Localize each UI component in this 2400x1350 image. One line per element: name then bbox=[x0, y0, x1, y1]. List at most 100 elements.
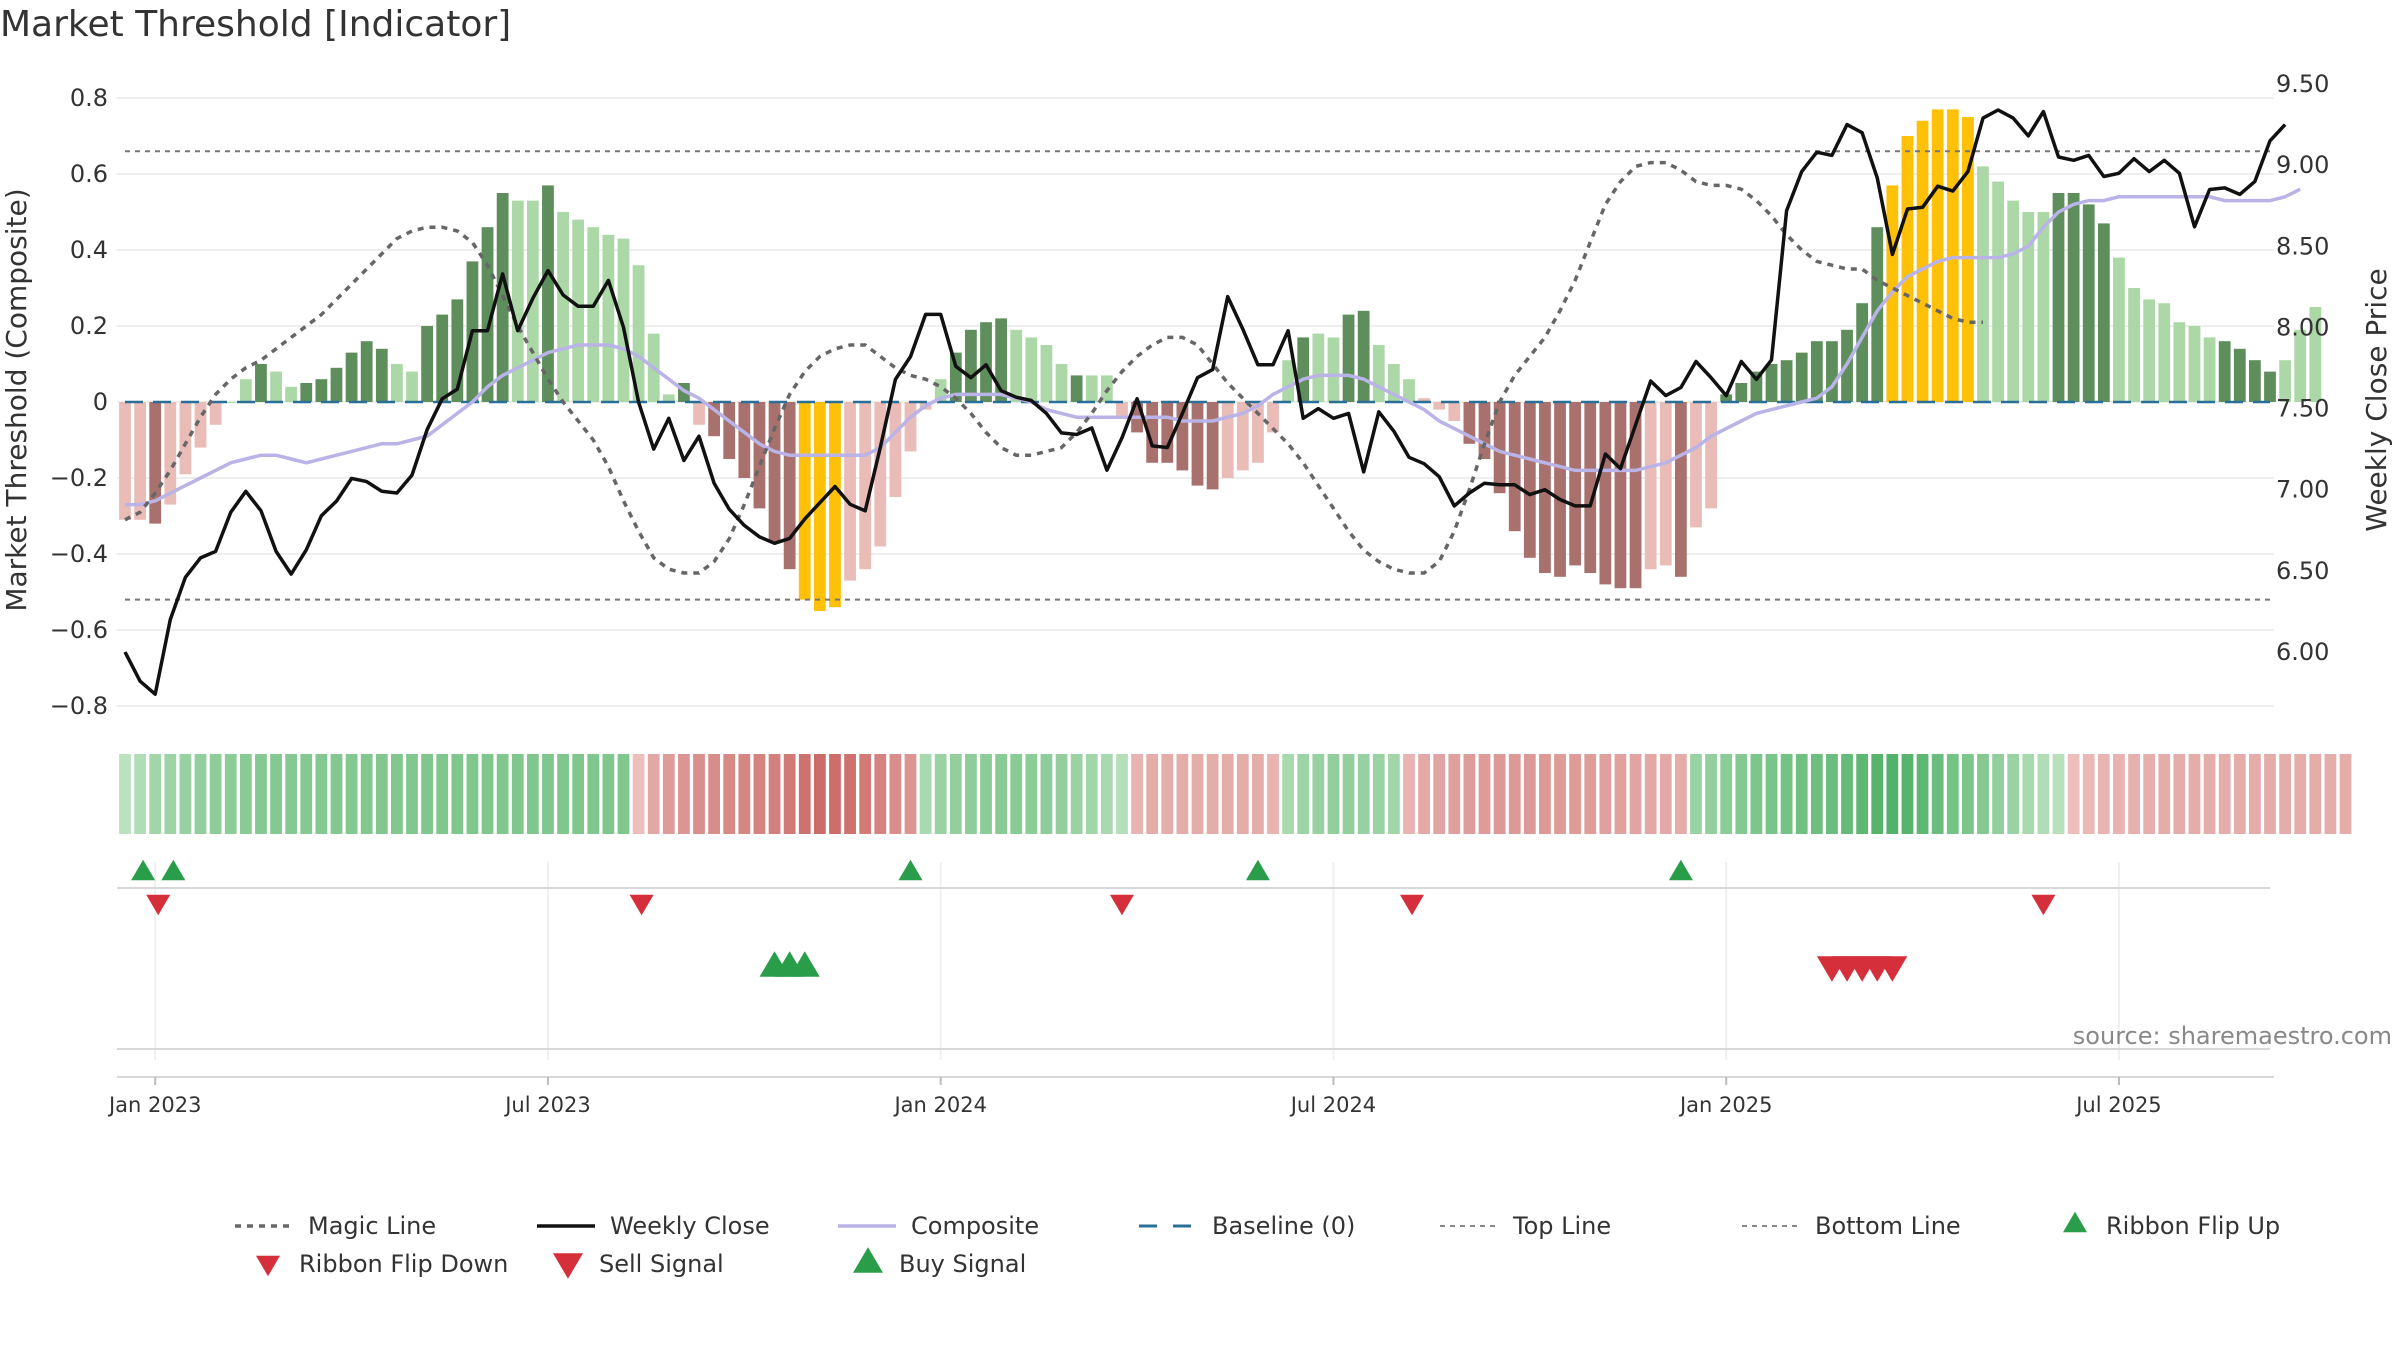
composite-bar bbox=[1629, 402, 1642, 589]
x-tick-label: Jan 2025 bbox=[1678, 1093, 1773, 1117]
ribbon-cell bbox=[481, 754, 494, 834]
left-tick-label: 0.4 bbox=[70, 236, 108, 264]
right-axis-label: Weekly Close Price bbox=[2360, 268, 2393, 531]
composite-bar bbox=[768, 402, 781, 543]
ribbon-cell bbox=[693, 754, 705, 834]
right-tick-label: 9.00 bbox=[2276, 151, 2329, 179]
ribbon-cell bbox=[1493, 754, 1506, 834]
composite-bar bbox=[859, 402, 872, 570]
ribbon-cell bbox=[1523, 754, 1536, 834]
ribbon-cell bbox=[2233, 754, 2246, 834]
ribbon-cell bbox=[1795, 754, 1808, 834]
ribbon-cell bbox=[526, 754, 539, 834]
composite-bar bbox=[2218, 341, 2231, 402]
composite-bar bbox=[1569, 402, 1582, 566]
legend-swatch-sell bbox=[553, 1253, 583, 1279]
composite-bar bbox=[255, 364, 267, 402]
composite-bar bbox=[1705, 402, 1717, 509]
composite-bar bbox=[1961, 117, 1974, 402]
composite-bar bbox=[1735, 383, 1748, 402]
ribbon-cell bbox=[209, 754, 222, 834]
ribbon-cell bbox=[1841, 754, 1853, 834]
ribbon-flip-up-marker bbox=[1245, 859, 1270, 881]
right-tick-label: 6.50 bbox=[2276, 557, 2329, 585]
legend-item: Baseline (0) bbox=[1139, 1212, 1355, 1240]
composite-bar bbox=[2294, 329, 2307, 402]
x-axis: Jan 2023 Jul 2023 Jan 2024 Jul 2024 Jan 2025… bbox=[107, 1076, 2274, 1117]
composite-bar bbox=[829, 402, 841, 608]
composite-bar bbox=[1206, 402, 1219, 490]
composite-bar bbox=[1871, 227, 1884, 402]
composite-bar bbox=[632, 265, 645, 402]
composite-bar bbox=[315, 379, 328, 402]
ribbon-cell bbox=[1765, 754, 1778, 834]
composite-bar bbox=[1327, 337, 1340, 402]
ribbon-flip-up-marker bbox=[1668, 859, 1693, 881]
legend-label: Weekly Close bbox=[610, 1212, 770, 1240]
ribbon-cell bbox=[315, 754, 328, 834]
ribbon-flip-down-marker bbox=[2031, 894, 2056, 916]
composite-bar bbox=[1826, 341, 1838, 402]
composite-bar bbox=[1795, 352, 1808, 402]
legend-label: Top Line bbox=[1512, 1212, 1611, 1240]
ribbon-cell bbox=[753, 754, 766, 834]
composite-bar bbox=[406, 371, 418, 402]
composite-bar bbox=[1176, 402, 1189, 471]
ribbon-cell bbox=[965, 754, 977, 834]
composite-bar bbox=[1161, 402, 1174, 463]
right-tick-label: 7.50 bbox=[2276, 395, 2329, 423]
ribbon-cell bbox=[194, 754, 207, 834]
ribbon-cell bbox=[2203, 754, 2216, 834]
composite-bar bbox=[2022, 212, 2035, 402]
ribbon-cell bbox=[360, 754, 373, 834]
legend-item: Composite bbox=[838, 1212, 1039, 1240]
composite-bar bbox=[1191, 402, 1204, 486]
composite-bar bbox=[2249, 360, 2261, 402]
ribbon-cell bbox=[1916, 754, 1929, 834]
composite-bar bbox=[2097, 223, 2110, 402]
legend-item: Magic Line bbox=[235, 1212, 436, 1240]
composite-bar bbox=[2173, 322, 2186, 402]
composite-bar bbox=[1085, 375, 1098, 402]
composite-bar bbox=[511, 200, 524, 402]
ribbon-cell bbox=[1569, 754, 1582, 834]
composite-bar bbox=[723, 402, 736, 459]
ribbon-flip-markers bbox=[131, 859, 2056, 916]
composite-bar bbox=[783, 402, 796, 570]
ribbon-flip-up-marker bbox=[131, 859, 156, 881]
composite-bar bbox=[1297, 337, 1310, 402]
composite-bar bbox=[1403, 379, 1415, 402]
composite-bar bbox=[1025, 337, 1038, 402]
composite-bar bbox=[738, 402, 751, 478]
legend-label: Baseline (0) bbox=[1212, 1212, 1355, 1240]
composite-bar bbox=[2279, 360, 2291, 402]
composite-bar bbox=[2052, 193, 2065, 402]
right-axis: 9.50 9.00 8.50 8.00 7.50 7.00 6.50 6.00 bbox=[2276, 70, 2329, 666]
composite-bar bbox=[1523, 402, 1536, 558]
composite-bar bbox=[1372, 345, 1385, 402]
ribbon-cell bbox=[934, 754, 947, 834]
ribbon-cell bbox=[1116, 754, 1128, 834]
ribbon-cell bbox=[723, 754, 736, 834]
legend-item: Ribbon Flip Up bbox=[2063, 1211, 2280, 1240]
composite-bar bbox=[1614, 402, 1627, 589]
right-tick-label: 8.00 bbox=[2276, 313, 2329, 341]
composite-bar bbox=[2309, 307, 2322, 402]
composite-bar bbox=[1554, 402, 1566, 577]
composite-bar bbox=[1342, 314, 1355, 402]
composite-bar bbox=[1508, 402, 1521, 532]
ribbon-cell bbox=[708, 754, 721, 834]
ribbon-cell bbox=[300, 754, 313, 834]
composite-bar bbox=[164, 402, 177, 505]
ribbon-cell bbox=[2128, 754, 2140, 834]
composite-bar bbox=[1780, 360, 1793, 402]
ribbon-cell bbox=[1780, 754, 1793, 834]
ribbon-cell bbox=[2143, 754, 2156, 834]
composite-bar bbox=[1070, 375, 1083, 402]
ribbon-cell bbox=[2339, 754, 2352, 834]
composite-bar bbox=[1720, 394, 1733, 402]
ribbon-cell bbox=[1720, 754, 1733, 834]
ribbon-cell bbox=[1856, 754, 1869, 834]
composite-bar bbox=[1221, 402, 1234, 478]
composite-bar bbox=[813, 402, 826, 611]
